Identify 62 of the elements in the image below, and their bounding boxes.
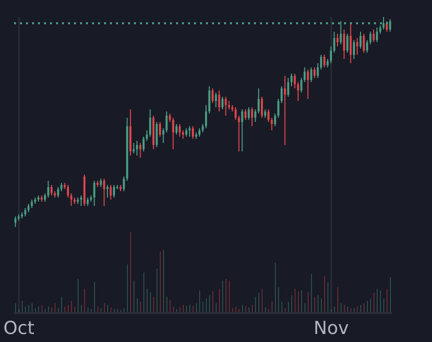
candlestick <box>221 96 224 110</box>
candlestick <box>80 194 82 206</box>
candlestick <box>136 140 138 156</box>
candlestick <box>362 33 365 54</box>
candlestick <box>212 88 214 104</box>
candlestick <box>110 184 112 200</box>
candlestick <box>346 33 348 54</box>
candlestick <box>356 37 358 56</box>
candlestick <box>14 216 16 228</box>
candlestick <box>234 106 237 120</box>
candlestick <box>372 29 375 43</box>
candlestick <box>260 96 263 118</box>
candlestick <box>343 29 346 60</box>
candlestick <box>290 73 292 87</box>
candlestick <box>306 68 309 100</box>
x-tick-label: Nov <box>314 318 350 339</box>
candlestick <box>310 66 312 83</box>
candlestick <box>47 180 50 198</box>
candlestick <box>139 142 142 158</box>
candlestick <box>103 178 106 206</box>
candlestick <box>142 136 145 152</box>
candlestick <box>352 40 355 60</box>
candlestick <box>241 108 244 152</box>
candlestick <box>238 115 240 152</box>
candlestick <box>172 117 174 150</box>
candlestick <box>214 92 217 108</box>
candlestick <box>149 108 152 138</box>
candlestick <box>369 31 372 45</box>
candlestick <box>50 184 53 196</box>
candlestick <box>106 184 108 198</box>
candlestick <box>113 184 116 198</box>
candlestick <box>70 192 72 206</box>
candlestick <box>350 22 352 64</box>
candlestick <box>93 180 96 206</box>
candlestick <box>175 124 178 136</box>
candlestick <box>251 106 254 127</box>
candlestick <box>66 184 69 198</box>
candlestick <box>178 124 181 138</box>
candlestick <box>267 108 270 122</box>
candlestick <box>274 113 276 127</box>
candlestick <box>366 40 368 54</box>
x-tick-label: Oct <box>3 318 34 339</box>
candlestick <box>132 142 135 154</box>
candlestick <box>360 31 362 49</box>
candlestick <box>376 26 378 43</box>
candlestick <box>224 96 227 116</box>
candlestick <box>156 121 158 148</box>
candlestick <box>159 121 162 138</box>
candlestick <box>314 66 316 78</box>
candlestick <box>244 108 246 120</box>
candlestick <box>287 77 290 98</box>
candlestick <box>188 126 191 138</box>
candlestick <box>205 104 208 129</box>
candlestick <box>248 106 250 120</box>
candlestick <box>336 33 339 47</box>
candlestick <box>208 86 210 114</box>
candlestick <box>284 75 286 146</box>
candlestick <box>323 54 326 68</box>
candlestick <box>270 117 273 131</box>
candlestick <box>57 186 60 198</box>
candlestick <box>218 90 220 112</box>
candlestick <box>192 126 194 140</box>
